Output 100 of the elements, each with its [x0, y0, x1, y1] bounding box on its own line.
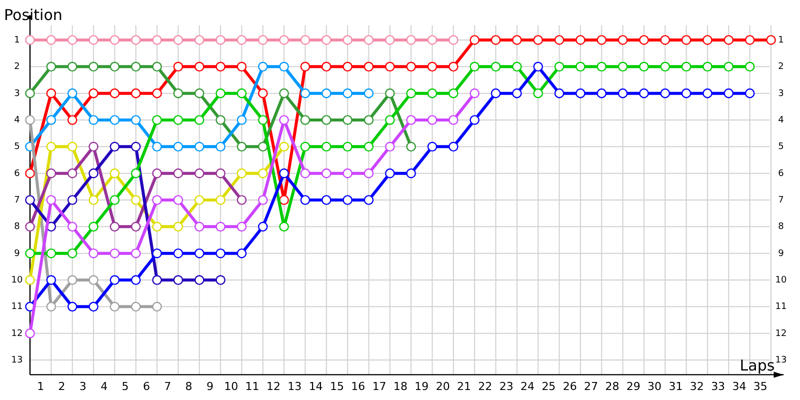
point — [300, 142, 310, 152]
point — [216, 222, 226, 232]
point — [67, 195, 78, 205]
point — [173, 88, 184, 98]
point — [152, 35, 162, 45]
x-tick-label: 35 — [753, 380, 768, 393]
y-tick-label: 5 — [14, 142, 20, 152]
point — [427, 62, 438, 72]
x-tick-label: 16 — [351, 380, 366, 393]
point — [173, 222, 184, 232]
point — [216, 88, 226, 98]
point — [110, 142, 120, 152]
point — [533, 88, 544, 98]
y-tick-label: 9 — [14, 248, 20, 259]
point — [490, 62, 501, 72]
point — [110, 62, 120, 72]
point — [322, 62, 332, 72]
point — [216, 142, 226, 152]
point — [110, 302, 120, 312]
x-tick-label: 7 — [164, 380, 172, 393]
point — [67, 115, 78, 125]
point — [110, 168, 120, 178]
point — [216, 35, 226, 45]
point — [279, 115, 289, 125]
point — [639, 62, 649, 72]
point — [639, 35, 649, 45]
x-tick-label: 8 — [185, 380, 192, 393]
point — [130, 88, 141, 98]
point — [25, 195, 35, 205]
point — [427, 142, 438, 152]
point — [279, 168, 289, 178]
point — [258, 62, 268, 72]
x-tick-label: 33 — [711, 380, 726, 393]
point — [194, 195, 204, 205]
x-tick-label: 29 — [626, 380, 640, 393]
point — [152, 195, 162, 205]
point — [744, 88, 755, 98]
point — [46, 62, 56, 72]
point — [618, 88, 628, 98]
point — [681, 62, 692, 72]
point — [216, 248, 226, 258]
point — [279, 195, 289, 205]
point — [596, 62, 607, 72]
point — [364, 142, 374, 152]
point — [427, 88, 438, 98]
point — [364, 168, 374, 178]
point — [152, 142, 162, 152]
point — [110, 248, 120, 258]
x-axis-title: Laps — [740, 356, 775, 375]
point — [88, 142, 98, 152]
point — [385, 168, 395, 178]
point — [554, 62, 564, 72]
point — [110, 88, 120, 98]
point — [618, 62, 628, 72]
point — [702, 35, 712, 45]
point — [279, 88, 289, 98]
point — [448, 35, 458, 45]
point — [67, 275, 78, 285]
point — [88, 168, 98, 178]
point — [130, 302, 141, 312]
point — [67, 248, 78, 258]
point — [130, 62, 141, 72]
point — [533, 62, 544, 72]
point — [258, 88, 268, 98]
point — [681, 35, 692, 45]
point — [364, 62, 374, 72]
point — [46, 115, 56, 125]
y-tick-label: 6 — [14, 168, 20, 179]
point — [194, 142, 204, 152]
point — [342, 62, 352, 72]
point — [406, 35, 416, 45]
point — [448, 115, 458, 125]
point — [25, 275, 35, 285]
point — [236, 222, 247, 232]
y-tick-label: 7 — [14, 195, 20, 206]
x-tick-label: 26 — [562, 380, 577, 393]
y-axis-title: Position — [4, 6, 62, 24]
point — [152, 248, 162, 258]
point — [681, 88, 692, 98]
point — [300, 35, 310, 45]
point — [342, 142, 352, 152]
point — [322, 115, 332, 125]
x-tick-label: 3 — [79, 380, 86, 393]
y2-tick-label: 13 — [775, 355, 787, 366]
x-tick-label: 15 — [330, 380, 344, 393]
point — [322, 142, 332, 152]
point — [448, 142, 458, 152]
point — [342, 35, 352, 45]
x-tick-label: 5 — [122, 380, 129, 393]
point — [364, 115, 374, 125]
point — [46, 168, 56, 178]
x-tick-label: 19 — [414, 380, 429, 393]
y-tick-label: 13 — [11, 355, 23, 366]
point — [194, 168, 204, 178]
point — [279, 222, 289, 232]
point — [470, 35, 480, 45]
y2-tick-label: 6 — [778, 168, 784, 179]
x-tick-label: 12 — [266, 380, 280, 393]
point — [88, 222, 98, 232]
point — [258, 142, 268, 152]
